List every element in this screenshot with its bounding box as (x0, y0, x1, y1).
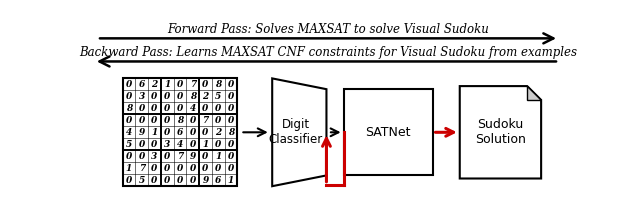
Text: 2: 2 (152, 80, 157, 89)
Text: 0: 0 (164, 176, 170, 185)
Text: 1: 1 (152, 128, 157, 137)
Text: 0: 0 (228, 152, 234, 161)
Text: 0: 0 (215, 140, 221, 149)
Text: 8: 8 (215, 80, 221, 89)
Text: 0: 0 (177, 176, 183, 185)
Text: 0: 0 (189, 116, 196, 125)
Text: 0: 0 (189, 140, 196, 149)
Text: 0: 0 (139, 104, 145, 113)
Text: 6: 6 (177, 128, 183, 137)
Text: 6: 6 (215, 176, 221, 185)
Text: 0: 0 (215, 104, 221, 113)
Text: 0: 0 (215, 116, 221, 125)
Text: 2: 2 (215, 128, 221, 137)
Text: 7: 7 (177, 152, 183, 161)
Text: Sudoku
Solution: Sudoku Solution (475, 118, 526, 146)
Text: 0: 0 (189, 128, 196, 137)
Text: 0: 0 (126, 152, 132, 161)
Text: 0: 0 (164, 164, 170, 173)
Text: 1: 1 (164, 80, 170, 89)
Polygon shape (527, 86, 541, 100)
Text: 5: 5 (126, 140, 132, 149)
Text: 0: 0 (152, 116, 157, 125)
Text: 0: 0 (228, 164, 234, 173)
Text: 9: 9 (202, 176, 209, 185)
Text: 0: 0 (189, 164, 196, 173)
Text: 1: 1 (228, 176, 234, 185)
Text: 8: 8 (126, 104, 132, 113)
Text: 0: 0 (202, 80, 209, 89)
Text: 0: 0 (126, 80, 132, 89)
Text: 0: 0 (228, 140, 234, 149)
Text: 8: 8 (177, 116, 183, 125)
Text: 9: 9 (139, 128, 145, 137)
Text: 9: 9 (189, 152, 196, 161)
Text: 1: 1 (126, 164, 132, 173)
Polygon shape (272, 78, 326, 186)
Text: 8: 8 (228, 128, 234, 137)
Text: 0: 0 (177, 164, 183, 173)
Text: 0: 0 (202, 152, 209, 161)
Text: 1: 1 (202, 140, 209, 149)
Text: 7: 7 (202, 116, 209, 125)
Text: 4: 4 (189, 104, 196, 113)
Text: SATNet: SATNet (365, 126, 411, 139)
Text: 3: 3 (139, 92, 145, 101)
Text: 0: 0 (152, 176, 157, 185)
Text: 5: 5 (215, 92, 221, 101)
Text: 0: 0 (177, 80, 183, 89)
Text: 0: 0 (228, 80, 234, 89)
Text: Digit
Classifier: Digit Classifier (268, 118, 323, 146)
Text: 0: 0 (177, 92, 183, 101)
Text: 8: 8 (189, 92, 196, 101)
Text: 0: 0 (215, 164, 221, 173)
Text: 1: 1 (215, 152, 221, 161)
Text: 2: 2 (202, 92, 209, 101)
Text: 0: 0 (228, 104, 234, 113)
Polygon shape (460, 86, 541, 179)
Text: 0: 0 (152, 104, 157, 113)
Text: 0: 0 (202, 104, 209, 113)
Text: Backward Pass: Learns MAXSAT CNF constraints for Visual Sudoku from examples: Backward Pass: Learns MAXSAT CNF constra… (79, 46, 577, 59)
Text: 0: 0 (164, 92, 170, 101)
Text: Forward Pass: Solves MAXSAT to solve Visual Sudoku: Forward Pass: Solves MAXSAT to solve Vis… (167, 23, 489, 36)
Text: 0: 0 (152, 92, 157, 101)
Text: 0: 0 (139, 152, 145, 161)
Text: 0: 0 (152, 140, 157, 149)
Text: 6: 6 (139, 80, 145, 89)
Text: 0: 0 (202, 164, 209, 173)
Bar (123, 78, 237, 186)
Text: 0: 0 (177, 104, 183, 113)
Text: 4: 4 (126, 128, 132, 137)
Text: 5: 5 (139, 176, 145, 185)
Text: 0: 0 (139, 116, 145, 125)
Text: 0: 0 (126, 176, 132, 185)
Text: 3: 3 (152, 152, 157, 161)
Text: 3: 3 (164, 140, 170, 149)
Text: 0: 0 (152, 164, 157, 173)
Text: 0: 0 (164, 152, 170, 161)
Text: 4: 4 (177, 140, 183, 149)
Text: 0: 0 (126, 92, 132, 101)
Text: 0: 0 (164, 116, 170, 125)
Text: 0: 0 (202, 128, 209, 137)
Text: 0: 0 (228, 92, 234, 101)
Text: 0: 0 (126, 116, 132, 125)
Bar (344, 89, 433, 175)
Text: 0: 0 (164, 128, 170, 137)
Text: 0: 0 (139, 140, 145, 149)
Text: 7: 7 (139, 164, 145, 173)
Text: 0: 0 (189, 176, 196, 185)
Text: 0: 0 (228, 116, 234, 125)
Text: 0: 0 (164, 104, 170, 113)
Text: 7: 7 (189, 80, 196, 89)
